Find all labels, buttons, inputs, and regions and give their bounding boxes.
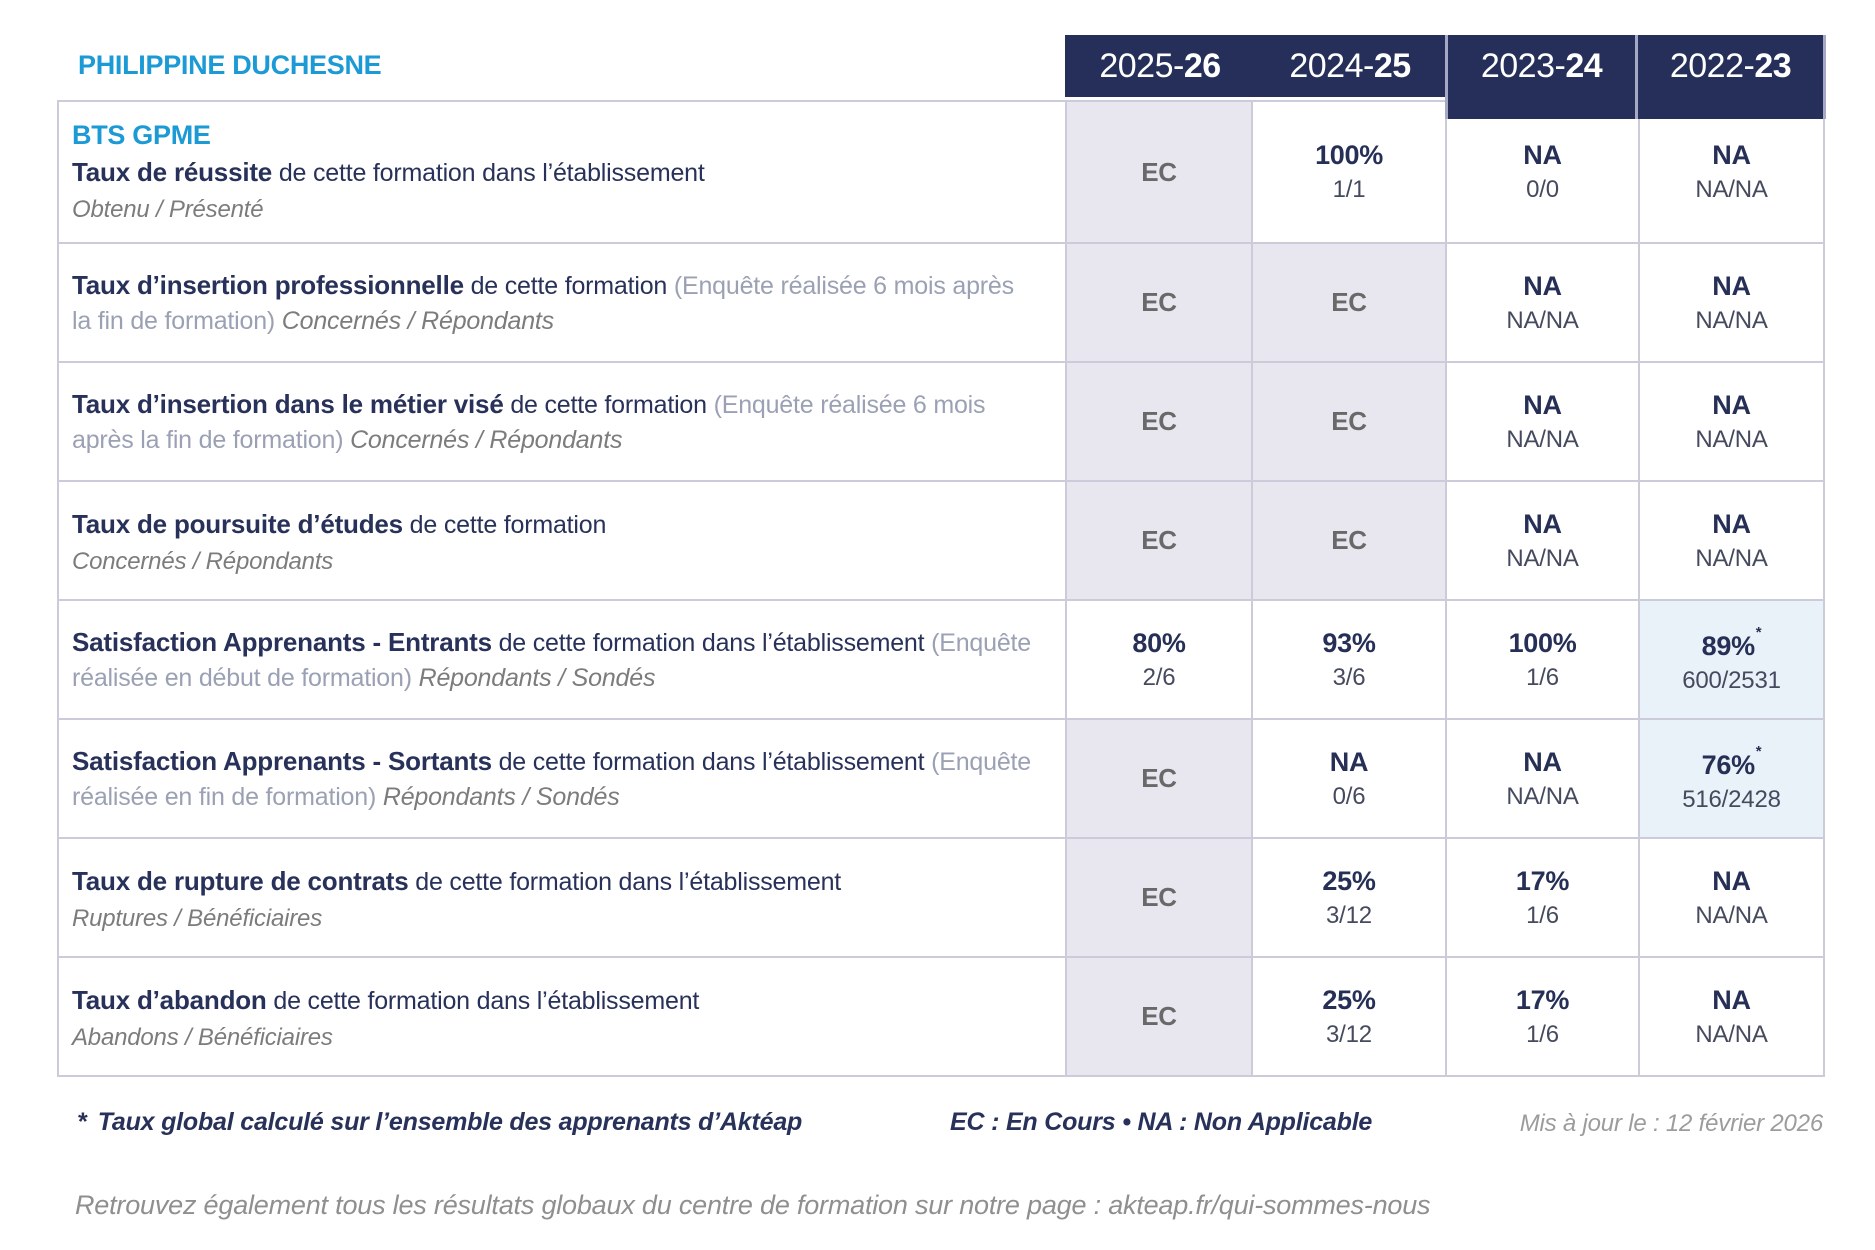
cell-2025-26: EC bbox=[1065, 956, 1253, 1077]
rubric: Taux de réussite de cette formation dans… bbox=[72, 157, 705, 187]
cell-2022-23: 76%* 516/2428 bbox=[1638, 718, 1825, 839]
rubric: Taux de poursuite d’études de cette form… bbox=[72, 508, 607, 539]
row-label: Taux d’abandon de cette formation dans l… bbox=[57, 956, 1067, 1077]
row-label: Taux d’insertion professionnelle de cett… bbox=[57, 242, 1067, 363]
rubric: Taux d’insertion professionnelle de cett… bbox=[72, 269, 1014, 335]
results-table: BTS GPME Taux de réussite de cette forma… bbox=[57, 100, 1825, 1077]
cell-2023-24: 100% 1/6 bbox=[1445, 599, 1640, 720]
rubric-title: Taux de réussite bbox=[72, 157, 273, 187]
year-header-2023-24: 2023-24 bbox=[1445, 35, 1635, 119]
row-label: Taux de rupture de contrats de cette for… bbox=[57, 837, 1067, 958]
rubric-title: Taux d’insertion dans le métier visé bbox=[72, 388, 504, 419]
updated-date: Mis à jour le : 12 février 2026 bbox=[1519, 1110, 1823, 1137]
program-title: BTS GPME bbox=[72, 120, 211, 150]
cell-2022-23: NA NA/NA bbox=[1638, 480, 1825, 601]
bottom-note: Retrouvez également tous les résultats g… bbox=[75, 1190, 1431, 1220]
row-sublabel: Abandons / Bénéficiaires bbox=[72, 1023, 333, 1051]
table-row: Taux d’insertion dans le métier visé de … bbox=[57, 361, 1825, 482]
year-header-2025-26-2024-25: 2025-26 2024-25 bbox=[1065, 35, 1445, 97]
page-title: PHILIPPINE DUCHESNE bbox=[78, 50, 382, 80]
footnote-global-rate: * Taux global calculé sur l’ensemble des … bbox=[78, 1108, 803, 1136]
cell-2022-23: NA NA/NA bbox=[1638, 100, 1825, 244]
rubric-title: Taux d’abandon bbox=[72, 984, 267, 1015]
cell-2024-25: EC bbox=[1251, 480, 1447, 601]
cell-2022-23: NA NA/NA bbox=[1638, 242, 1825, 363]
footnote-legend: EC : En Cours • NA : Non Applicable bbox=[950, 1108, 1373, 1136]
cell-2025-26: EC bbox=[1065, 242, 1253, 363]
cell-2022-23: NA NA/NA bbox=[1638, 956, 1825, 1077]
cell-2025-26: EC bbox=[1065, 100, 1253, 244]
year-header-2025-26: 2025-26 bbox=[1099, 46, 1221, 85]
cell-2023-24: 17% 1/6 bbox=[1445, 837, 1640, 958]
cell-2024-25: 100% 1/1 bbox=[1251, 100, 1447, 244]
rubric: Taux d’abandon de cette formation dans l… bbox=[72, 984, 700, 1015]
cell-2025-26: EC bbox=[1065, 361, 1253, 482]
rubric-title: Taux de rupture de contrats bbox=[72, 865, 409, 896]
row-sublabel: Obtenu / Présenté bbox=[72, 196, 264, 223]
cell-2024-25: EC bbox=[1251, 361, 1447, 482]
cell-2025-26: EC bbox=[1065, 837, 1253, 958]
row-label: Taux de poursuite d’études de cette form… bbox=[57, 480, 1067, 601]
table-row: Satisfaction Apprenants - Sortants de ce… bbox=[57, 718, 1825, 839]
row-label: BTS GPME Taux de réussite de cette forma… bbox=[57, 100, 1067, 244]
footnote-bar: * Taux global calculé sur l’ensemble des … bbox=[0, 1108, 1875, 1148]
cell-2024-25: EC bbox=[1251, 242, 1447, 363]
rubric-title: Satisfaction Apprenants - Entrants bbox=[72, 626, 492, 657]
table-row: Taux de poursuite d’études de cette form… bbox=[57, 480, 1825, 601]
cell-2025-26: 80% 2/6 bbox=[1065, 599, 1253, 720]
cell-2022-23: NA NA/NA bbox=[1638, 837, 1825, 958]
asterisk-marker: * bbox=[78, 1108, 88, 1136]
cell-2022-23: NA NA/NA bbox=[1638, 361, 1825, 482]
results-table-wrapper: BTS GPME Taux de réussite de cette forma… bbox=[57, 100, 1825, 1077]
global-rate-asterisk: * bbox=[1755, 624, 1762, 641]
cell-2025-26: EC bbox=[1065, 480, 1253, 601]
row-label: Satisfaction Apprenants - Entrants de ce… bbox=[57, 599, 1067, 720]
cell-2024-25: NA 0/6 bbox=[1251, 718, 1447, 839]
cell-2024-25: 25% 3/12 bbox=[1251, 837, 1447, 958]
year-header-2022-23: 2022-23 bbox=[1635, 35, 1826, 119]
rubric-title: Taux d’insertion professionnelle bbox=[72, 269, 464, 300]
year-header-2024-25: 2024-25 bbox=[1289, 46, 1411, 85]
rubric: Taux de rupture de contrats de cette for… bbox=[72, 865, 842, 896]
global-rate-asterisk: * bbox=[1755, 743, 1762, 760]
row-sublabel: Concernés / Répondants bbox=[72, 547, 334, 575]
cell-2023-24: NA NA/NA bbox=[1445, 242, 1640, 363]
rubric-title: Taux de poursuite d’études bbox=[72, 508, 403, 539]
rubric: Satisfaction Apprenants - Sortants de ce… bbox=[72, 745, 1031, 811]
cell-2023-24: NA NA/NA bbox=[1445, 361, 1640, 482]
table-row: Taux d’insertion professionnelle de cett… bbox=[57, 242, 1825, 363]
rubric: Satisfaction Apprenants - Entrants de ce… bbox=[72, 626, 1031, 692]
rubric-title: Satisfaction Apprenants - Sortants bbox=[72, 745, 492, 776]
table-row: BTS GPME Taux de réussite de cette forma… bbox=[57, 100, 1825, 244]
row-label: Satisfaction Apprenants - Sortants de ce… bbox=[57, 718, 1067, 839]
cell-2024-25: 93% 3/6 bbox=[1251, 599, 1447, 720]
cell-2023-24: 17% 1/6 bbox=[1445, 956, 1640, 1077]
table-row: Taux de rupture de contrats de cette for… bbox=[57, 837, 1825, 958]
cell-2022-23: 89%* 600/2531 bbox=[1638, 599, 1825, 720]
cell-2023-24: NA NA/NA bbox=[1445, 480, 1640, 601]
cell-2023-24: NA NA/NA bbox=[1445, 718, 1640, 839]
cell-2025-26: EC bbox=[1065, 718, 1253, 839]
rubric: Taux d’insertion dans le métier visé de … bbox=[72, 388, 986, 454]
row-sublabel: Ruptures / Bénéficiaires bbox=[72, 904, 322, 932]
cell-2024-25: 25% 3/12 bbox=[1251, 956, 1447, 1077]
cell-2023-24: NA 0/0 bbox=[1445, 100, 1640, 244]
row-label: Taux d’insertion dans le métier visé de … bbox=[57, 361, 1067, 482]
table-row: Taux d’abandon de cette formation dans l… bbox=[57, 956, 1825, 1077]
table-row: Satisfaction Apprenants - Entrants de ce… bbox=[57, 599, 1825, 720]
